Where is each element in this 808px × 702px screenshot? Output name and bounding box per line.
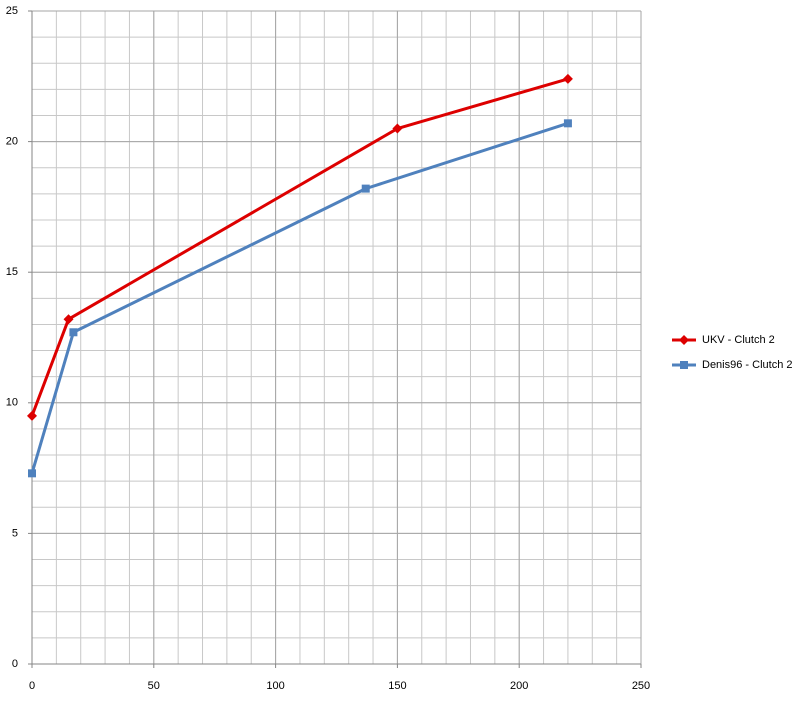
- x-tick-label: 250: [632, 680, 650, 692]
- data-point: [27, 410, 37, 421]
- series-line: [30, 77, 569, 417]
- series-line: [30, 121, 569, 474]
- y-tick-label: 25: [6, 5, 18, 17]
- data-point: [562, 73, 573, 84]
- y-tick-label: 15: [6, 266, 18, 278]
- data-point: [28, 469, 36, 478]
- y-tick-label: 10: [6, 397, 18, 409]
- data-point: [392, 123, 403, 134]
- legend-marker: [679, 335, 689, 345]
- y-tick-label: 20: [6, 136, 18, 148]
- x-tick-label: 50: [148, 680, 160, 692]
- y-tick-label: 0: [12, 658, 18, 670]
- x-tick-label: 200: [510, 680, 528, 692]
- data-point: [361, 184, 370, 193]
- x-tick-label: 150: [388, 680, 406, 692]
- data-point: [563, 119, 572, 128]
- x-tick-label: 100: [266, 680, 284, 692]
- legend-marker: [680, 361, 688, 369]
- legend-label: UKV - Clutch 2: [702, 334, 775, 346]
- y-tick-label: 5: [12, 527, 18, 539]
- data-point: [69, 328, 78, 337]
- x-tick-label: 0: [29, 680, 35, 692]
- legend-label: Denis96 - Clutch 2: [702, 359, 793, 371]
- data-point: [63, 314, 74, 325]
